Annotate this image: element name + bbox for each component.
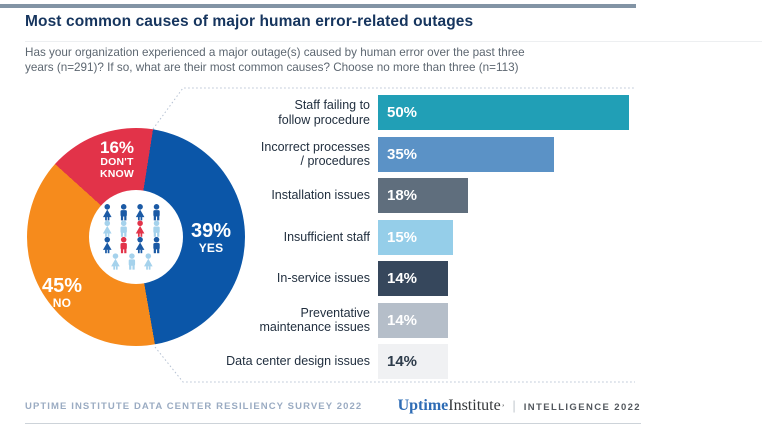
bar-row: In-service issues 14% <box>180 261 650 296</box>
bar-value-label: 35% <box>387 145 418 163</box>
footer: UPTIME INSTITUTE DATA CENTER RESILIENCY … <box>25 397 641 415</box>
bar-row: Data center design issues 14% <box>180 344 650 379</box>
person-icon <box>102 204 112 221</box>
person-icon <box>111 253 120 270</box>
logo-divider: | <box>512 398 516 413</box>
bar-row: Staff failing to follow procedure 50% <box>180 95 650 130</box>
person-icon <box>135 236 145 254</box>
bar-value-label: 14% <box>387 270 418 287</box>
bar-value-label: 15% <box>387 228 418 246</box>
bar-rect: 14% <box>378 302 448 338</box>
bar-category-label: Preventative maintenance issues <box>259 305 370 335</box>
bar-value-label: 14% <box>387 353 418 370</box>
person-icon <box>153 220 160 237</box>
logo-intelligence-text: INTELLIGENCE 2022 <box>523 402 641 413</box>
footer-divider <box>25 423 641 424</box>
bar-category-label: In-service issues <box>276 271 370 286</box>
person-icon <box>128 253 136 270</box>
bar-value-label: 18% <box>387 187 418 204</box>
person-icon <box>102 220 112 237</box>
segment-value-dont-know: 16% <box>99 138 135 157</box>
bar-row: Incorrect processes / procedures 35% <box>180 136 650 172</box>
title-divider <box>25 41 762 42</box>
bar-chart: Staff failing to follow procedure 50% Inco… <box>180 95 650 379</box>
logo-word-institute: Institute <box>448 397 501 414</box>
bar-rect: 14% <box>378 261 448 296</box>
person-icon <box>120 236 127 254</box>
segment-name-dont-know: DON'T KNOW <box>99 156 135 180</box>
segment-label-dont-know: 16% DON'T KNOW <box>86 139 148 180</box>
segment-name-yes: YES <box>198 241 224 255</box>
uptime-institute-logo: Uptime Institute’ | INTELLIGENCE 2022 <box>398 397 641 415</box>
segment-value-no: 45% <box>41 275 83 297</box>
bar-row: Installation issues 18% <box>180 178 650 213</box>
person-icon <box>120 204 127 221</box>
bar-category-label: Data center design issues <box>226 354 370 369</box>
bar-rect: 14% <box>378 344 448 379</box>
segment-label-yes: 39% YES <box>185 221 237 255</box>
bar-category-label: Staff failing to follow procedure <box>278 98 370 127</box>
bar-category-label: Installation issues <box>271 188 370 203</box>
segment-value-yes: 39% <box>190 220 232 242</box>
segment-name-no: NO <box>52 296 72 310</box>
bar-category-label: Incorrect processes / procedures <box>260 139 370 169</box>
bar-rect: 15% <box>378 219 453 255</box>
survey-question: Has your organization experienced a majo… <box>25 45 525 75</box>
person-icon <box>135 204 145 221</box>
logo-word-uptime: Uptime <box>397 397 449 414</box>
person-icon <box>102 236 112 254</box>
bar-rect: 18% <box>378 178 468 213</box>
person-icon <box>135 220 145 237</box>
bar-rect: 35% <box>378 136 554 172</box>
top-accent-bar <box>0 4 636 8</box>
bar-category-label: Insufficient staff <box>283 229 370 244</box>
donut-chart <box>27 128 245 346</box>
bar-value-label: 50% <box>387 104 418 121</box>
bar-row: Insufficient staff 15% <box>180 219 650 255</box>
bar-value-label: 14% <box>387 311 418 329</box>
footer-source-text: UPTIME INSTITUTE DATA CENTER RESILIENCY … <box>25 400 363 412</box>
donut-center <box>89 190 183 284</box>
person-icon <box>153 204 160 221</box>
bar-row: Preventative maintenance issues 14% <box>180 302 650 338</box>
page-title: Most common causes of major human error-… <box>25 13 474 30</box>
bar-rect: 50% <box>378 95 629 130</box>
person-icon <box>153 236 160 254</box>
survey-question-line1: Has your organization experienced a majo… <box>25 46 525 59</box>
survey-question-line2: years (n=291)? If so, what are their mos… <box>25 61 519 74</box>
segment-label-no: 45% NO <box>35 276 89 310</box>
logo-trademark: ’ <box>501 403 505 412</box>
people-icon-grid <box>102 204 160 270</box>
person-icon <box>120 220 127 237</box>
person-icon <box>144 253 153 270</box>
